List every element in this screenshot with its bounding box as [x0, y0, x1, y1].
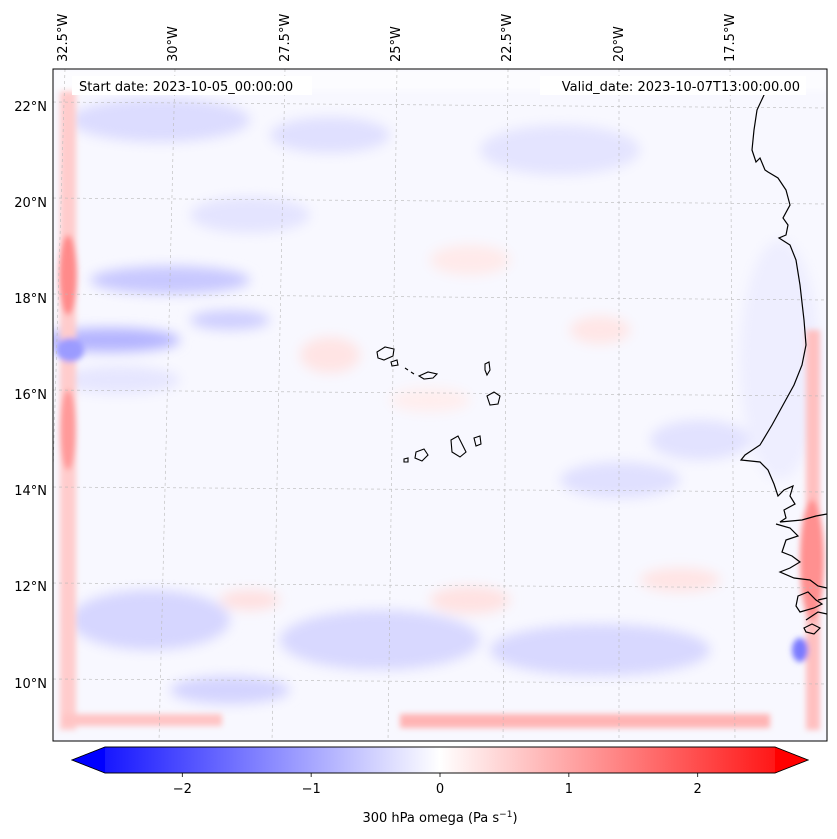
omega-field — [53, 69, 827, 741]
latitude-labels: 22°N 20°N 18°N 16°N 14°N 12°N 10°N — [14, 100, 47, 692]
lon-label: 32.5°W — [56, 14, 71, 62]
longitude-labels: 32.5°W 30°W 27.5°W 25°W 22.5°W 20°W 17.5… — [56, 14, 738, 62]
colorbar-tick-label: −2 — [173, 782, 192, 797]
lon-label: 27.5°W — [278, 14, 293, 62]
colorbar-tick-label: −1 — [302, 782, 321, 797]
cape-verde-islands — [376, 346, 501, 463]
island-sao-vicente — [390, 359, 399, 367]
colorbar-extend-low — [72, 747, 105, 773]
graticule — [53, 69, 827, 741]
lat-label: 14°N — [14, 484, 47, 499]
lat-label: 22°N — [14, 100, 47, 115]
lat-label: 16°N — [14, 388, 47, 403]
island-santo-antao — [376, 346, 395, 361]
colorbar-extend-high — [775, 747, 808, 773]
island-santiago — [450, 435, 467, 458]
lon-label: 22.5°W — [500, 14, 515, 62]
lat-label: 10°N — [14, 677, 47, 692]
africa-coastline — [739, 84, 827, 523]
lon-label: 20°W — [612, 26, 627, 62]
colorbar-tick-label: 0 — [436, 782, 444, 797]
lon-label: 17.5°W — [723, 14, 738, 62]
colorbar-body — [70, 746, 810, 774]
lon-label: 30°W — [166, 26, 181, 62]
island-sao-nicolau — [417, 371, 439, 380]
map-frame — [52, 68, 828, 742]
lon-label: 25°W — [389, 26, 404, 62]
island-maio — [473, 435, 482, 447]
valid-date-label: Valid_date: 2023-10-07T13:00:00.00 — [562, 80, 800, 95]
island-boa-vista — [486, 391, 501, 406]
lat-label: 20°N — [14, 196, 47, 211]
coastlines — [739, 84, 827, 635]
island-brava — [403, 457, 409, 463]
lat-label: 18°N — [14, 292, 47, 307]
start-date-label: Start date: 2023-10-05_00:00:00 — [79, 80, 293, 95]
colorbar: −2 −1 0 1 2 300 hPa omega (Pa s−1) — [70, 746, 810, 826]
lat-label: 12°N — [14, 580, 47, 595]
island-fogo — [414, 448, 429, 462]
colorbar-tick-label: 2 — [694, 782, 702, 797]
colorbar-tick-label: 1 — [565, 782, 573, 797]
island-sal — [484, 361, 491, 377]
colorbar-title: 300 hPa omega (Pa s−1) — [362, 810, 517, 826]
